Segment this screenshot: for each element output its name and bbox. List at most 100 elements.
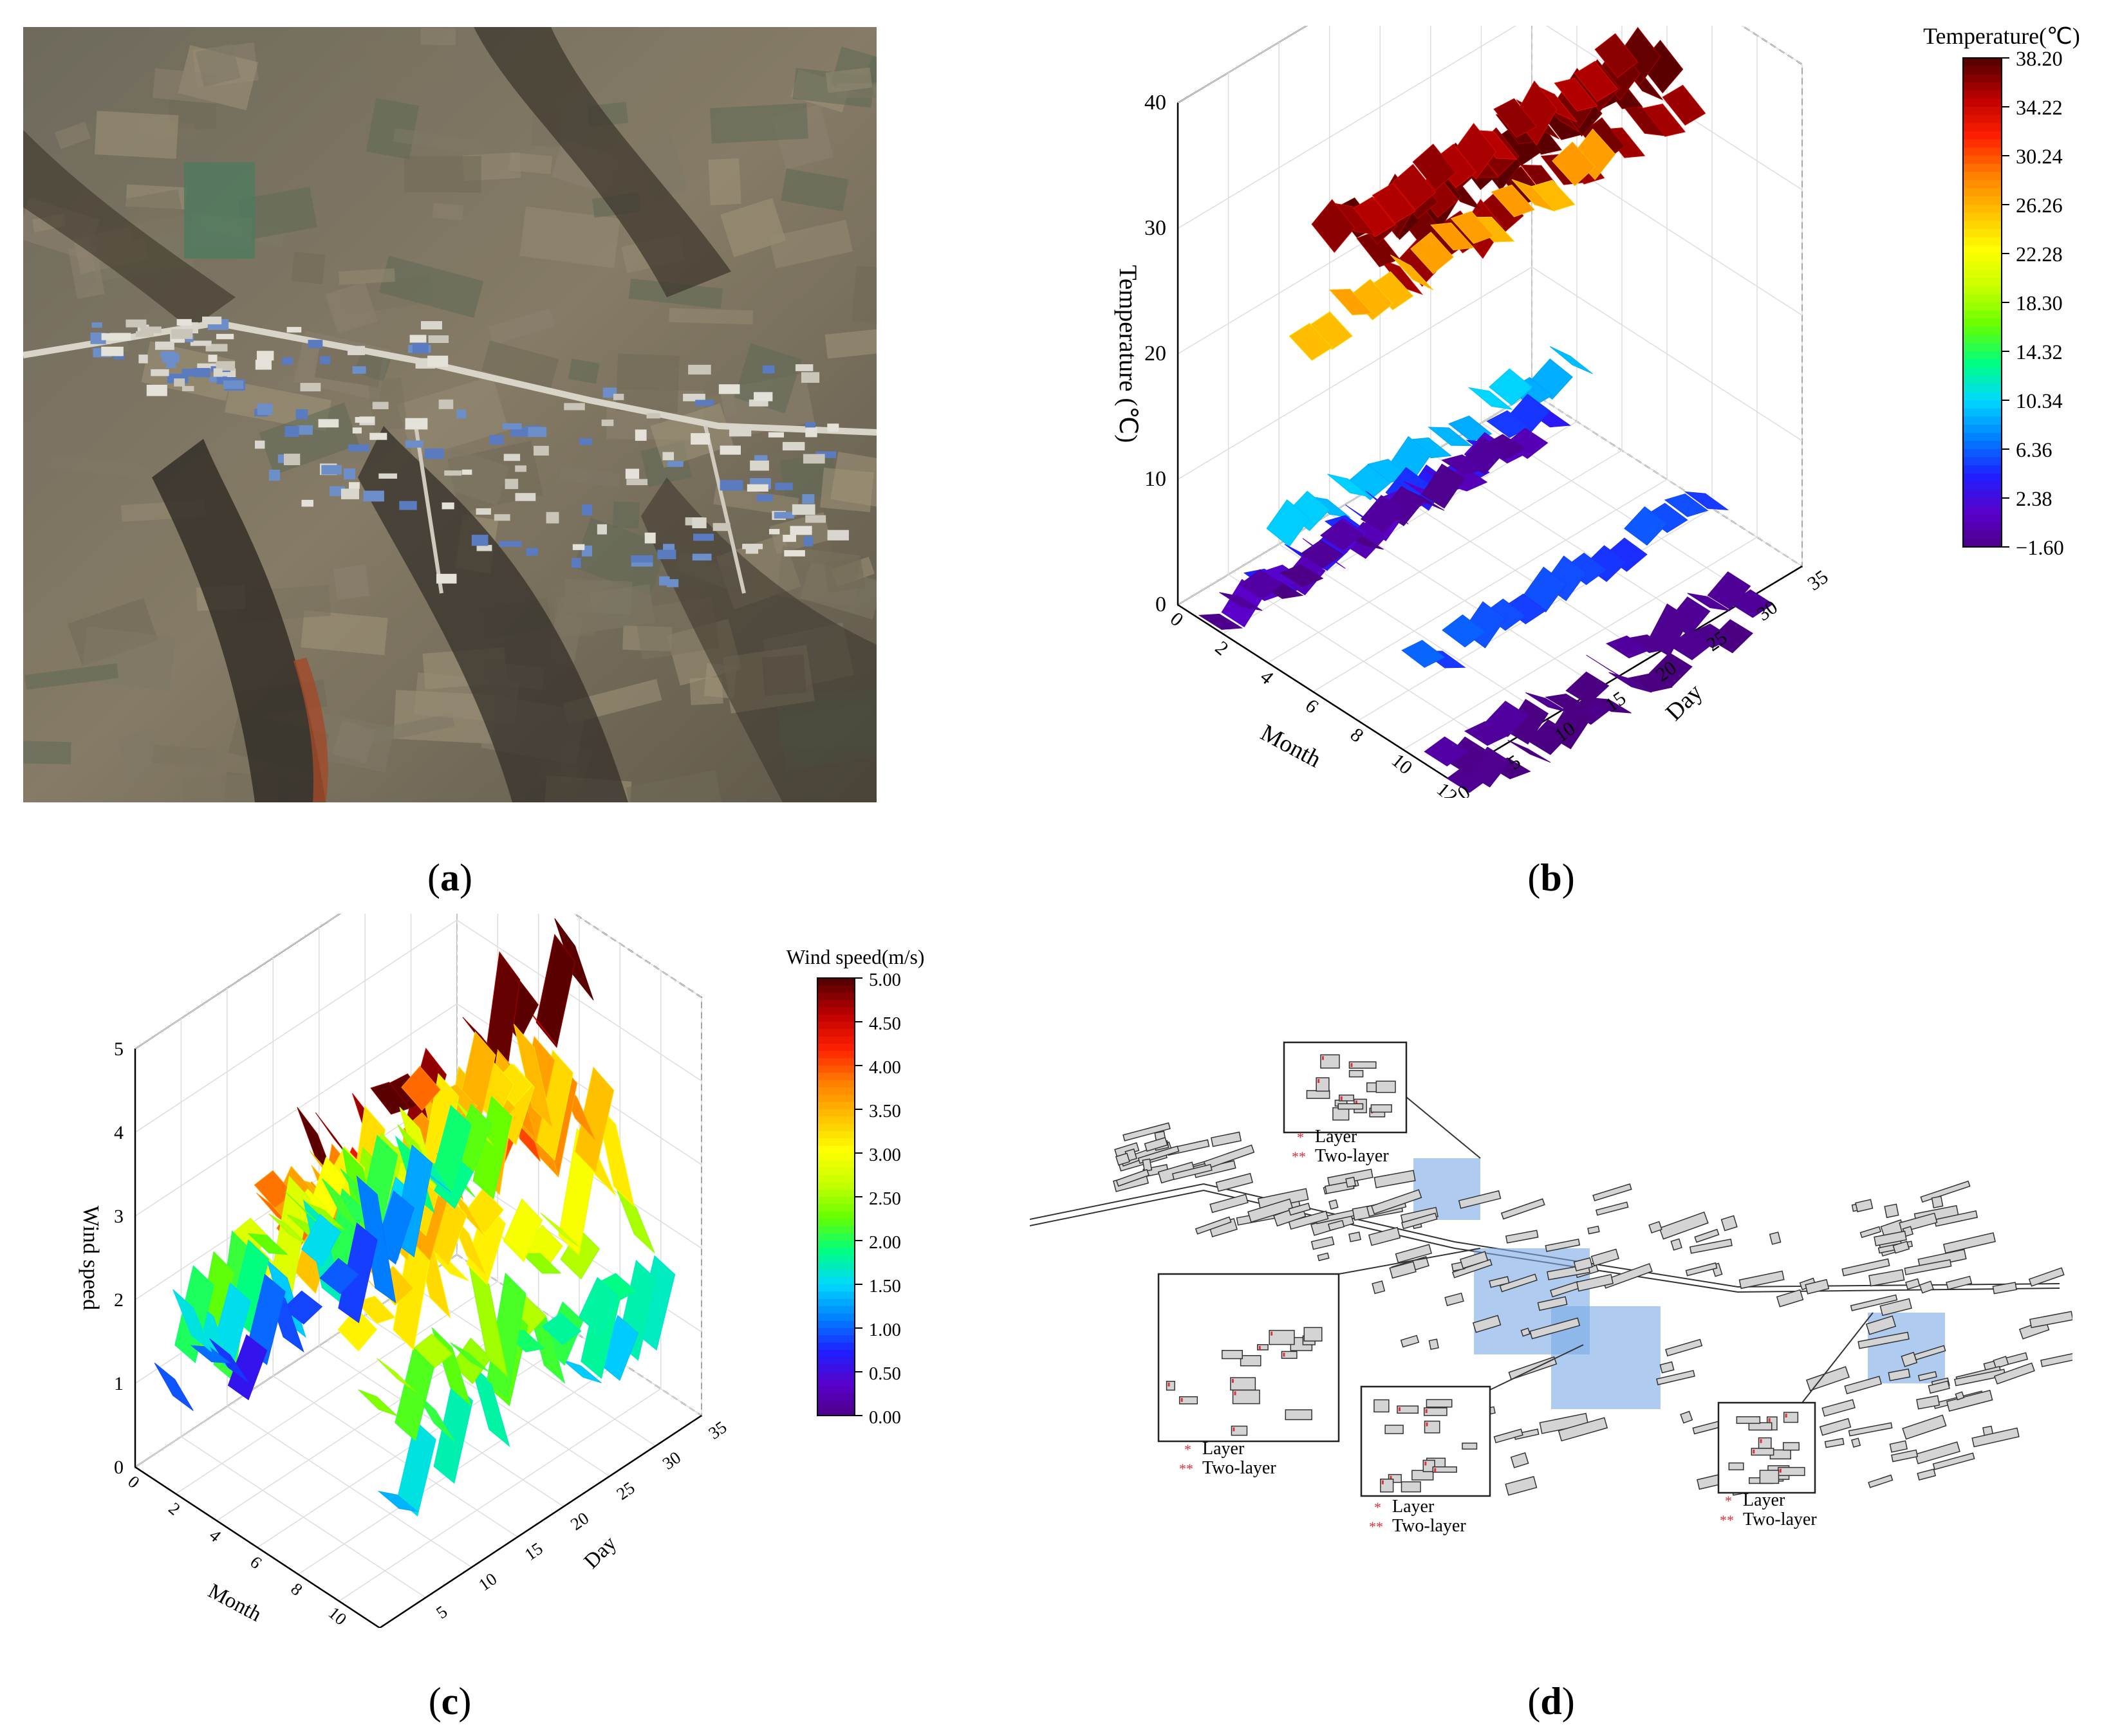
house: [146, 384, 167, 396]
colorbar-step: [1963, 212, 2002, 222]
house: [783, 535, 796, 542]
caption-b-letter: b: [1540, 856, 1562, 899]
house: [659, 576, 670, 586]
colorbar-step: [817, 1131, 855, 1140]
field-patch: [68, 244, 105, 299]
road-line: [1029, 1189, 2060, 1293]
house: [693, 533, 714, 541]
caption-d: (d): [1527, 1680, 1575, 1722]
colorbar-step: [1963, 82, 2002, 91]
house: [644, 532, 656, 544]
house: [572, 544, 585, 550]
surface-facet: [190, 1345, 232, 1363]
y-tick-label: 35: [705, 1417, 730, 1443]
z-tick-label: 20: [1144, 342, 1166, 365]
surface-facet: [319, 1257, 360, 1295]
inset-building: [1759, 1470, 1780, 1484]
colorbar-step: [1963, 123, 2002, 132]
surface-facet: [1372, 183, 1416, 224]
colorbar-step: [817, 1248, 855, 1256]
x-tick-label: 0: [124, 1472, 144, 1492]
colorbar-step: [1963, 58, 2002, 67]
building: [1685, 1262, 1718, 1277]
building: [1891, 1449, 1919, 1463]
house: [456, 409, 467, 419]
house: [546, 512, 559, 524]
satellite-image-panel: [16, 27, 940, 838]
colorbar-step: [1963, 530, 2002, 540]
surface-facet: [1709, 619, 1754, 654]
house: [754, 455, 768, 461]
house: [190, 340, 212, 346]
building: [1400, 1334, 1420, 1348]
building: [1902, 1414, 1947, 1440]
ridge: [358, 426, 628, 802]
house: [683, 393, 705, 402]
house: [729, 426, 752, 437]
inset-building: [1337, 1103, 1364, 1110]
house: [805, 515, 826, 523]
building: [1500, 1198, 1545, 1220]
colorbar-step: [817, 1394, 855, 1402]
double-mark: **: [1292, 1149, 1306, 1165]
house: [300, 383, 321, 392]
building: [2028, 1267, 2065, 1287]
inset-building: [1432, 1466, 1457, 1473]
red-marker: [1425, 1409, 1428, 1414]
colorbar-step: [1963, 278, 2002, 287]
colorbar-step: [1963, 302, 2002, 311]
x-tick-label: 10: [1388, 749, 1417, 779]
field-patch: [550, 582, 595, 640]
red-marker: [1424, 1461, 1427, 1466]
building: [1769, 1232, 1782, 1245]
house: [602, 387, 617, 398]
colorbar-step: [1963, 539, 2002, 548]
inset-1: * Layer ** Two-layer: [1283, 1041, 1408, 1166]
field-patch: [152, 744, 218, 768]
building: [1805, 1366, 1850, 1392]
surface-facet: [247, 1233, 288, 1255]
house: [427, 355, 449, 367]
building: [1855, 1199, 1874, 1213]
colorbar-step: [1963, 506, 2002, 515]
field-patch: [713, 485, 799, 517]
surface-facet: [470, 1362, 510, 1448]
house: [775, 483, 793, 490]
satellite-image: [16, 27, 940, 838]
surface-facet: [541, 1313, 582, 1345]
field-patch: [432, 203, 464, 221]
building: [1942, 1232, 1996, 1254]
house: [369, 432, 387, 440]
colorbar-step: [817, 1386, 855, 1394]
inset-building: [1178, 1396, 1198, 1405]
ridge: [474, 27, 731, 297]
colorbar-step: [817, 1123, 855, 1132]
colorbar-step: [817, 1313, 855, 1322]
grid-line: [1278, 42, 1550, 719]
house: [461, 469, 472, 475]
building: [1595, 1201, 1629, 1216]
colorbar-step: [817, 992, 855, 1001]
colorbar-tick-label: 38.20: [2016, 47, 2063, 70]
house: [257, 403, 273, 415]
field-patch: [393, 127, 485, 156]
house: [444, 470, 462, 476]
building: [1919, 1280, 1934, 1294]
house: [349, 482, 360, 489]
house: [213, 368, 223, 377]
field-patch: [519, 206, 620, 268]
field-patch: [573, 517, 669, 595]
colorbar-step: [1963, 270, 2002, 279]
colorbar-step: [1963, 319, 2002, 328]
temperature-surface-chart: 01020304002468101205101520253035MonthDay…: [1114, 0, 2080, 808]
house: [754, 392, 773, 402]
colorbar-step: [1963, 457, 2002, 466]
colorbar-tick-label: 5.00: [869, 970, 901, 990]
colorbar-step: [817, 1197, 855, 1205]
house: [792, 504, 815, 515]
house: [348, 444, 369, 452]
colorbar-step: [1963, 237, 2002, 246]
colorbar-step: [817, 1350, 855, 1358]
house: [202, 317, 222, 325]
